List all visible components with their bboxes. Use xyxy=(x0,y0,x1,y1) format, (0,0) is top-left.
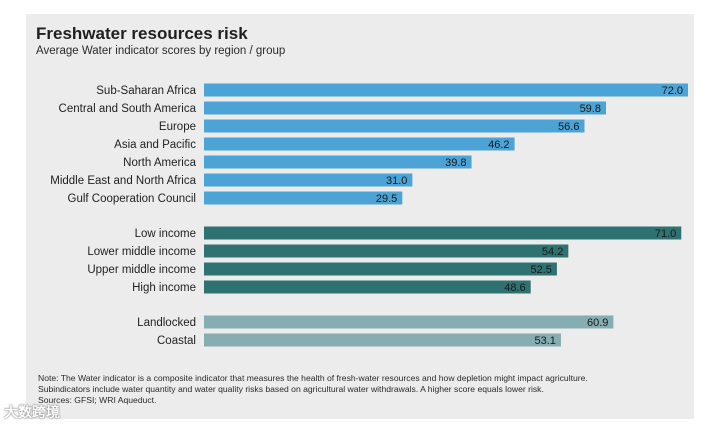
bar xyxy=(204,155,472,169)
value-label: 56.6 xyxy=(558,121,579,133)
category-label: Upper middle income xyxy=(87,264,196,276)
category-label: Landlocked xyxy=(137,317,196,329)
category-label: Gulf Cooperation Council xyxy=(68,193,197,205)
bar xyxy=(204,280,531,294)
category-label: Sub-Saharan Africa xyxy=(96,85,196,97)
bar xyxy=(204,315,614,329)
value-label: 52.5 xyxy=(530,264,551,276)
footnote: Note: The Water indicator is a composite… xyxy=(38,373,688,405)
value-label: 71.0 xyxy=(655,228,676,240)
value-label: 53.1 xyxy=(535,335,556,347)
bar xyxy=(204,173,413,187)
value-label: 48.6 xyxy=(504,282,525,294)
value-label: 59.8 xyxy=(580,103,601,115)
bar xyxy=(204,333,561,347)
value-label: 54.2 xyxy=(542,246,563,258)
bar xyxy=(204,244,569,258)
value-label: 72.0 xyxy=(662,85,683,97)
category-label: Europe xyxy=(159,121,196,133)
category-label: Middle East and North Africa xyxy=(50,175,196,187)
value-label: 31.0 xyxy=(386,175,407,187)
value-label: 39.8 xyxy=(445,157,466,169)
bar-chart: Sub-Saharan Africa 72.0 Central and South … xyxy=(50,83,688,347)
category-label: Asia and Pacific xyxy=(114,139,196,151)
chart-title: Freshwater resources risk xyxy=(36,24,248,43)
chart-card: Freshwater resources risk Average Water … xyxy=(26,14,694,419)
bar xyxy=(204,137,515,151)
category-label: North America xyxy=(123,157,196,169)
category-label: Lower middle income xyxy=(87,246,196,258)
category-label: Coastal xyxy=(157,335,196,347)
bar xyxy=(204,83,688,97)
value-label: 46.2 xyxy=(488,139,509,151)
watermark-text: 大数跨境 xyxy=(4,404,60,420)
bar xyxy=(204,101,606,115)
note-line-1: Note: The Water indicator is a composite… xyxy=(38,373,588,383)
note-line-2: Subindicators include water quantity and… xyxy=(38,383,544,394)
sources-line: Sources: GFSI; WRI Aqueduct. xyxy=(38,394,157,405)
bar xyxy=(204,191,403,205)
value-label: 29.5 xyxy=(376,193,397,205)
category-label: Low income xyxy=(135,228,196,240)
bar xyxy=(204,262,557,276)
category-label: High income xyxy=(132,282,196,294)
chart-subtitle: Average Water indicator scores by region… xyxy=(36,45,286,57)
category-label: Central and South America xyxy=(59,103,197,115)
value-label: 60.9 xyxy=(587,317,608,329)
bar xyxy=(204,226,682,240)
bar xyxy=(204,119,585,133)
